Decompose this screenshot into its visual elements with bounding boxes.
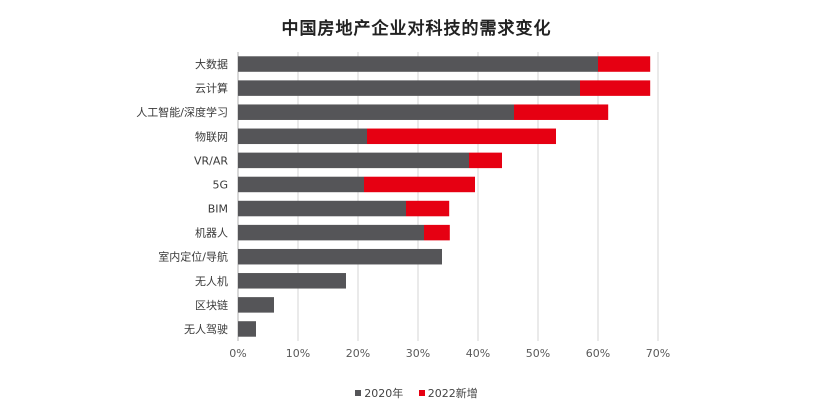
legend-swatch-2022 bbox=[418, 390, 425, 396]
legend-swatch-2020 bbox=[355, 390, 362, 396]
chart-legend: 2020年 2022新增 bbox=[0, 385, 833, 401]
category-label: 无人驾驶 bbox=[184, 322, 228, 336]
bar-2022-increase bbox=[424, 224, 450, 241]
category-label: 云计算 bbox=[195, 81, 228, 95]
x-tick-label: 50% bbox=[526, 347, 550, 360]
legend-item-2022: 2022新增 bbox=[418, 385, 478, 401]
category-label: 人工智能/深度学习 bbox=[136, 105, 228, 119]
bar-2022-increase bbox=[580, 80, 651, 96]
bar-2022-increase bbox=[367, 128, 556, 145]
bar-2020 bbox=[238, 104, 514, 120]
bar-2020 bbox=[238, 56, 598, 72]
x-tick-label: 40% bbox=[466, 347, 490, 360]
x-tick-label: 70% bbox=[646, 347, 670, 360]
x-tick-label: 20% bbox=[346, 347, 370, 360]
bar-2022-increase bbox=[469, 152, 502, 169]
category-label: VR/AR bbox=[194, 154, 228, 167]
bar-2020 bbox=[238, 176, 364, 193]
bar-2022-increase bbox=[598, 56, 651, 72]
bar-2022-increase bbox=[406, 200, 450, 217]
x-tick-label: 0% bbox=[229, 347, 246, 360]
legend-item-2020: 2020年 bbox=[355, 385, 403, 401]
bar-2022-increase bbox=[364, 176, 475, 193]
bar-2020 bbox=[238, 80, 580, 96]
legend-label-2022: 2022新增 bbox=[427, 387, 478, 400]
x-tick-label: 30% bbox=[406, 347, 430, 360]
bar-2020 bbox=[238, 248, 442, 265]
x-tick-label: 60% bbox=[586, 347, 610, 360]
x-tick-label: 10% bbox=[286, 347, 310, 360]
legend-label-2020: 2020年 bbox=[364, 387, 404, 400]
bar-2022-increase bbox=[514, 104, 609, 120]
bar-2020 bbox=[238, 273, 346, 289]
bar-2020 bbox=[238, 152, 469, 169]
category-label: 大数据 bbox=[195, 57, 228, 71]
category-label: 物联网 bbox=[195, 129, 228, 143]
category-label: 机器人 bbox=[195, 226, 228, 240]
category-label: 室内定位/导航 bbox=[158, 250, 228, 264]
chart-title: 中国房地产企业对科技的需求变化 bbox=[281, 19, 552, 39]
category-label: BIM bbox=[208, 203, 228, 216]
category-label: 5G bbox=[212, 178, 228, 191]
category-label: 无人机 bbox=[195, 274, 228, 288]
bar-2020 bbox=[238, 297, 274, 313]
category-label: 区块链 bbox=[195, 298, 228, 312]
bar-2020 bbox=[238, 128, 367, 145]
bar-2020 bbox=[238, 321, 256, 337]
bar-2020 bbox=[238, 224, 424, 241]
bar-2020 bbox=[238, 200, 406, 217]
